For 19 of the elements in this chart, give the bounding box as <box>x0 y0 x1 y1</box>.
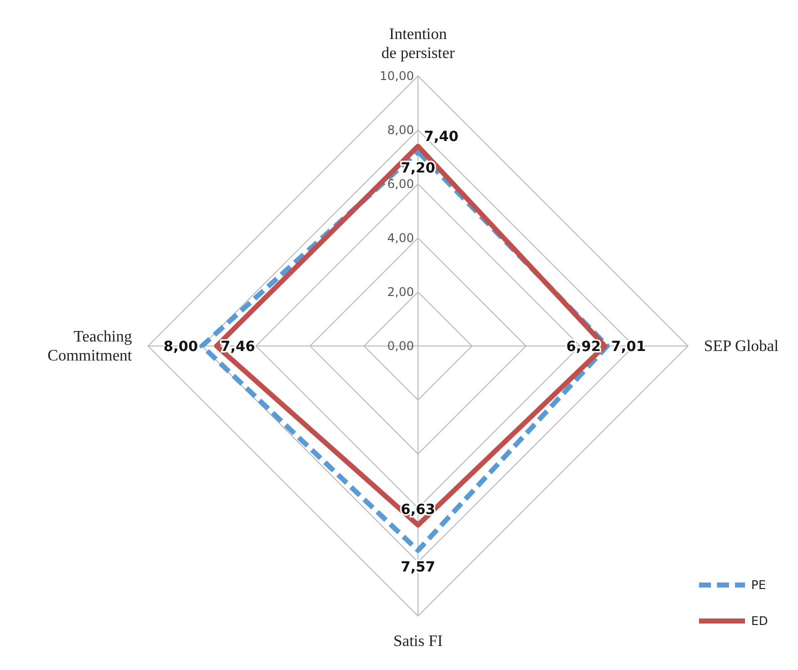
data-label: 7,40 <box>424 129 459 146</box>
y-tick-label: 0,00 <box>387 339 414 353</box>
data-label: 8,00 <box>163 339 198 355</box>
spoke-label: Teaching Commitment <box>48 328 133 364</box>
y-tick-label: 2,00 <box>387 285 414 299</box>
data-label: 6,92 <box>566 339 601 355</box>
y-tick-label: 10,00 <box>380 69 414 83</box>
spoke-label: Satis FI <box>393 633 443 650</box>
data-label: 7,01 <box>611 339 646 355</box>
data-label: 7,46 <box>220 339 256 355</box>
legend-label: PE <box>751 578 766 592</box>
spoke-label: Intention de persister <box>381 26 456 62</box>
data-label: 7,57 <box>400 559 436 576</box>
spoke-label: SEP Global <box>704 338 780 355</box>
legend-label: ED <box>751 614 768 628</box>
y-tick-label: 4,00 <box>387 231 414 245</box>
y-tick-label: 6,00 <box>387 177 414 191</box>
data-label: 7,20 <box>400 160 436 177</box>
y-tick-label: 8,00 <box>387 123 414 137</box>
